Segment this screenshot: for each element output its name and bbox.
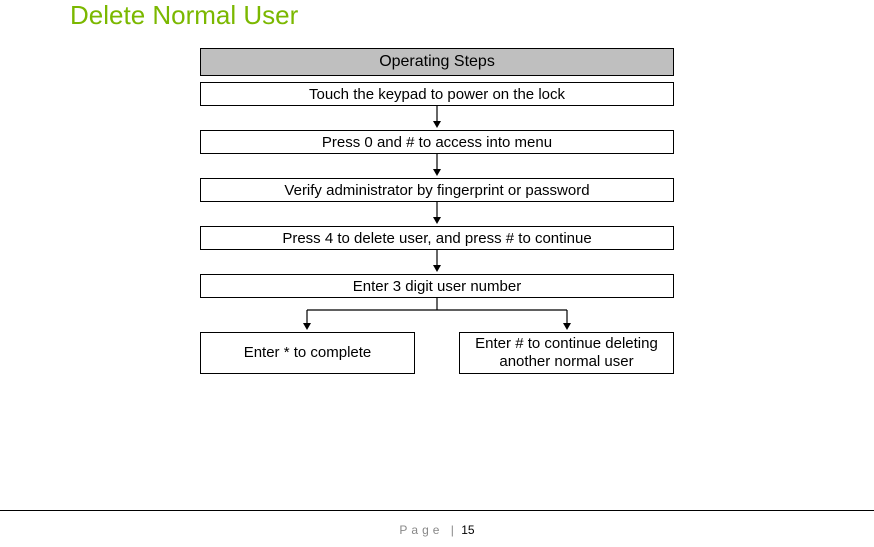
step-3: Verify administrator by fingerprint or p… [200,178,674,202]
operating-steps-header: Operating Steps [200,48,674,76]
arrow-down-icon [200,202,674,226]
arrow-down-icon [200,154,674,178]
page-title: Delete Normal User [70,0,298,31]
arrow-down-icon [200,106,674,130]
step-2: Press 0 and # to access into menu [200,130,674,154]
branch-left: Enter * to complete [200,332,415,374]
page-label-text: Page [399,523,443,537]
flowchart: Operating Steps Touch the keypad to powe… [200,48,674,374]
arrow-down-icon [200,250,674,274]
footer-page-label: Page | 15 [399,523,474,537]
page-footer: Page | 15 [0,510,874,547]
footer-divider [0,510,874,511]
branch-row: Enter * to complete Enter # to continue … [200,332,674,374]
step-4: Press 4 to delete user, and press # to c… [200,226,674,250]
step-1: Touch the keypad to power on the lock [200,82,674,106]
step-5: Enter 3 digit user number [200,274,674,298]
page-number: 15 [461,523,474,537]
branch-right: Enter # to continue deleting another nor… [459,332,674,374]
arrow-split-icon [200,298,674,332]
